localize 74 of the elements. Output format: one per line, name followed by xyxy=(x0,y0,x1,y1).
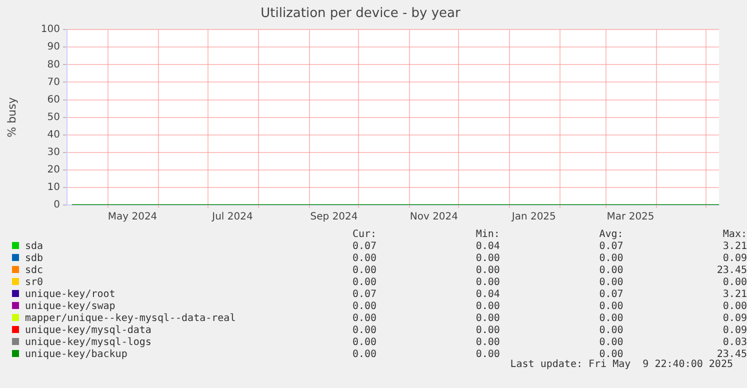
text: 0.00 xyxy=(598,325,624,337)
text: Max: xyxy=(722,229,747,241)
legend-label: unique-key/swap xyxy=(24,301,116,313)
text: 0.00 xyxy=(722,277,747,289)
text: 0.00 xyxy=(351,277,377,289)
text: 0.00 xyxy=(598,277,624,289)
text: 0.00 xyxy=(351,313,377,325)
chart-title: Utilization per device - by year xyxy=(260,6,462,22)
legend-label: mapper/unique--key-mysql--data-real xyxy=(24,313,237,325)
legend-label: unique-key/mysql-logs xyxy=(24,337,152,349)
legend-label: sdb xyxy=(24,253,44,265)
x-tick-label: Sep 2024 xyxy=(310,212,358,223)
legend-label: sdc xyxy=(24,265,44,277)
y-axis-title: % busy xyxy=(5,96,18,138)
text: 0.00 xyxy=(474,313,500,325)
text: 0.03 xyxy=(722,337,747,349)
y-tick-label: 0 xyxy=(54,200,60,211)
text: 0.00 xyxy=(598,337,624,349)
text: 0.07 xyxy=(598,241,624,253)
text: 0.00 xyxy=(598,313,624,325)
text: 0.09 xyxy=(722,253,747,265)
text: 0.09 xyxy=(722,325,747,337)
text: 0.00 xyxy=(351,337,377,349)
text: 0.00 xyxy=(351,349,377,361)
text: Last update: Fri May 9 22:40:00 2025 xyxy=(510,359,733,370)
text: 3.21 xyxy=(722,241,747,253)
text: Min: xyxy=(474,229,500,241)
text: 0.00 xyxy=(598,301,624,313)
y-tick-label: 40 xyxy=(47,129,60,140)
text: 0.00 xyxy=(474,349,500,361)
text: 0.07 xyxy=(351,289,377,301)
y-tick-label: 10 xyxy=(47,182,60,194)
text: 3.21 xyxy=(722,289,747,301)
text: 0.00 xyxy=(474,325,500,337)
x-tick-label: May 2024 xyxy=(108,212,158,223)
y-tick-label: 70 xyxy=(47,76,60,88)
text: 0.09 xyxy=(722,313,747,325)
legend-label: sr0 xyxy=(24,277,44,289)
legend-label: unique-key/mysql-data xyxy=(24,325,152,337)
y-tick-label: 20 xyxy=(47,164,60,176)
y-tick-label: 80 xyxy=(47,59,60,70)
legend-label: unique-key/backup xyxy=(24,349,128,361)
y-tick-label: 50 xyxy=(47,112,60,123)
x-tick-label: Nov 2024 xyxy=(410,212,458,223)
text: 0.00 xyxy=(474,253,500,265)
text: 0.00 xyxy=(351,325,377,337)
y-tick-label: 60 xyxy=(47,94,60,106)
text: 0.07 xyxy=(351,241,377,253)
text: 0.00 xyxy=(351,265,377,277)
text: 0.04 xyxy=(474,289,500,301)
text: 0.07 xyxy=(598,289,624,301)
x-tick-label: Jan 2025 xyxy=(510,212,556,223)
y-tick-label: 30 xyxy=(47,146,60,158)
text: 0.00 xyxy=(599,349,624,360)
text: Avg: xyxy=(598,229,624,241)
y-tick-label: 90 xyxy=(47,42,60,53)
text: 0.00 xyxy=(474,265,500,277)
legend-label: unique-key/root xyxy=(24,289,116,301)
text: 0.00 xyxy=(474,301,500,313)
text: 0.00 xyxy=(351,253,377,265)
text: 0.00 xyxy=(722,301,747,313)
text: 0.00 xyxy=(474,277,500,289)
text: 0.00 xyxy=(351,301,377,313)
x-tick-label: Mar 2025 xyxy=(606,212,654,223)
text: 23.45 xyxy=(716,349,747,360)
text: 0.00 xyxy=(598,265,624,277)
text: 0.00 xyxy=(474,337,500,349)
text: 0.00 xyxy=(598,253,624,265)
text: 0.04 xyxy=(474,241,500,253)
text: Cur: xyxy=(351,229,377,241)
y-tick-label: 100 xyxy=(40,24,60,36)
legend-label: sda xyxy=(24,241,44,253)
x-tick-label: Jul 2024 xyxy=(211,212,253,223)
text: 23.45 xyxy=(716,265,747,277)
